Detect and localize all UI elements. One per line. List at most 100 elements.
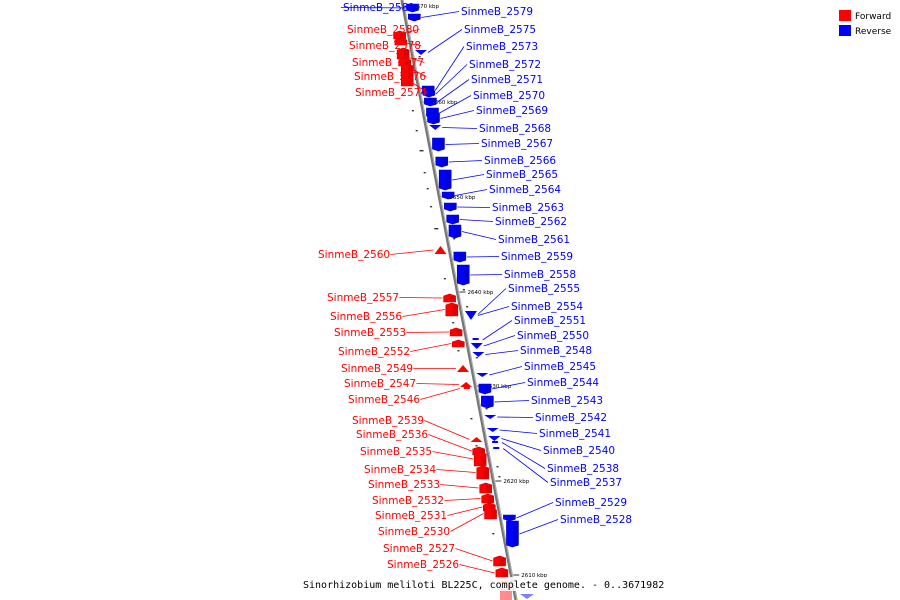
legend: Forward Reverse [839,10,892,37]
gene-label-sinmeb_2535[interactable]: SinmeB_2535 [360,446,432,458]
gene-connector [452,174,485,181]
gene-label-sinmeb_2555[interactable]: SinmeB_2555 [508,283,580,295]
gene-label-sinmeb_2581[interactable]: SinmeB_2581 [343,2,415,14]
minor-feature-tick [462,289,465,291]
gene-label-sinmeb_2546[interactable]: SinmeB_2546 [348,394,420,406]
gene-label-sinmeb_2528[interactable]: SinmeB_2528 [560,514,632,526]
gene-label-sinmeb_2559[interactable]: SinmeB_2559 [501,251,573,263]
gene-label-sinmeb_2553[interactable]: SinmeB_2553 [334,327,406,339]
gene-connector [448,160,483,163]
minor-feature-tick [470,418,473,420]
gene-label-sinmeb_2541[interactable]: SinmeB_2541 [539,428,611,440]
gene-label-sinmeb_2560[interactable]: SinmeB_2560 [318,249,390,261]
gene-label-sinmeb_2547[interactable]: SinmeB_2547 [344,378,416,390]
legend-label-reverse: Reverse [855,27,892,37]
gene-feature-shade [414,16,420,20]
gene-label-sinmeb_2545[interactable]: SinmeB_2545 [524,361,596,373]
gene-connector [399,297,443,299]
gene-feature-shade [445,172,451,189]
gene-feature-shade [413,6,418,11]
gene-feature-sinmeb_2541 [486,428,499,432]
gene-label-sinmeb_2570[interactable]: SinmeB_2570 [473,90,545,102]
gene-feature-shade [485,386,491,393]
gene-feature-shade [452,305,458,315]
gene-label-sinmeb_2543[interactable]: SinmeB_2543 [531,395,603,407]
gene-label-sinmeb_2526[interactable]: SinmeB_2526 [387,559,459,571]
scale-tick-label: 2670 kbp [413,4,439,10]
gene-label-sinmeb_2568[interactable]: SinmeB_2568 [479,123,551,135]
gene-feature-sinmeb_2548 [472,352,485,357]
gene-label-sinmeb_2569[interactable]: SinmeB_2569 [476,105,548,117]
gene-label-sinmeb_2579[interactable]: SinmeB_2579 [461,6,533,18]
gene-label-sinmeb_2574[interactable]: SinmeB_2574 [355,87,427,99]
gene-label-sinmeb_2536[interactable]: SinmeB_2536 [356,429,428,441]
gene-connector [396,53,425,63]
gene-label-sinmeb_2563[interactable]: SinmeB_2563 [492,202,564,214]
gene-label-sinmeb_2576[interactable]: SinmeB_2576 [354,71,426,83]
gene-label-sinmeb_2557[interactable]: SinmeB_2557 [327,292,399,304]
gene-label-sinmeb_2567[interactable]: SinmeB_2567 [481,138,553,150]
gene-label-sinmeb_2571[interactable]: SinmeB_2571 [471,74,543,86]
gene-connector [499,429,538,434]
gene-connector [421,11,460,18]
gene-label-sinmeb_2530[interactable]: SinmeB_2530 [378,526,450,538]
genome-backbone [400,0,518,600]
gene-labels: SinmeB_2581 SinmeB_2580 SinmeB_2578 SinmeB_… [318,2,632,574]
minor-feature-tick [430,206,433,208]
gene-label-sinmeb_2562[interactable]: SinmeB_2562 [495,216,567,228]
gene-feature-shade [510,517,515,520]
gene-label-sinmeb_2544[interactable]: SinmeB_2544 [527,377,599,389]
gene-label-sinmeb_2542[interactable]: SinmeB_2542 [535,412,607,424]
gene-label-sinmeb_2549[interactable]: SinmeB_2549 [341,363,413,375]
gene-label-sinmeb_2561[interactable]: SinmeB_2561 [498,234,570,246]
gene-label-sinmeb_2554[interactable]: SinmeB_2554 [511,301,583,313]
gene-feature-shade [458,342,464,346]
gene-label-sinmeb_2556[interactable]: SinmeB_2556 [330,311,402,323]
gene-label-sinmeb_2580[interactable]: SinmeB_2580 [347,24,419,36]
gene-feature-shade [403,50,409,58]
gene-label-sinmeb_2531[interactable]: SinmeB_2531 [375,510,447,522]
gene-connector [459,219,494,222]
minor-feature-tick [475,357,478,359]
minor-feature-tick [475,445,478,447]
gene-label-sinmeb_2577[interactable]: SinmeB_2577 [352,57,424,69]
gene-feature-shade [488,496,494,502]
gene-feature-sinmeb_2538 [492,441,499,443]
gene-label-sinmeb_2573[interactable]: SinmeB_2573 [466,41,538,53]
gene-label-sinmeb_2566[interactable]: SinmeB_2566 [484,155,556,167]
gene-label-sinmeb_2537[interactable]: SinmeB_2537 [550,477,622,489]
gene-label-sinmeb_2534[interactable]: SinmeB_2534 [364,464,436,476]
gene-label-sinmeb_2533[interactable]: SinmeB_2533 [368,479,440,491]
gene-label-sinmeb_2540[interactable]: SinmeB_2540 [543,445,615,457]
gene-feature-shade [453,217,459,223]
gene-feature-shade [407,66,413,85]
gene-label-sinmeb_2572[interactable]: SinmeB_2572 [469,59,541,71]
gene-label-sinmeb_2527[interactable]: SinmeB_2527 [383,543,455,555]
scale-tick-label: 2660 kbp [431,100,457,106]
gene-label-sinmeb_2558[interactable]: SinmeB_2558 [504,269,576,281]
gene-label-sinmeb_2529[interactable]: SinmeB_2529 [555,497,627,509]
gene-label-sinmeb_2565[interactable]: SinmeB_2565 [486,169,558,181]
gene-connector [434,46,465,91]
gene-label-sinmeb_2532[interactable]: SinmeB_2532 [372,495,444,507]
gene-connector [466,256,500,258]
minor-feature-tick [418,56,421,58]
gene-label-sinmeb_2550[interactable]: SinmeB_2550 [517,330,589,342]
gene-label-sinmeb_2539[interactable]: SinmeB_2539 [352,415,424,427]
minor-feature-tick [419,150,424,152]
gene-label-sinmeb_2578[interactable]: SinmeB_2578 [349,40,421,52]
gene-label-sinmeb_2551[interactable]: SinmeB_2551 [514,315,586,327]
gene-feature-shade [429,93,435,96]
gene-label-sinmeb_2552[interactable]: SinmeB_2552 [338,346,410,358]
gene-connector [455,189,488,196]
gene-connector [397,61,427,77]
gene-label-sinmeb_2548[interactable]: SinmeB_2548 [520,345,592,357]
gene-connector [440,484,479,489]
minor-feature-tick [434,228,439,230]
gene-label-sinmeb_2564[interactable]: SinmeB_2564 [489,184,561,196]
gene-label-sinmeb_2538[interactable]: SinmeB_2538 [547,463,619,475]
gene-feature-shade [463,267,469,284]
gene-connector [455,548,493,562]
gene-label-sinmeb_2575[interactable]: SinmeB_2575 [464,24,536,36]
gene-connector [450,513,484,532]
